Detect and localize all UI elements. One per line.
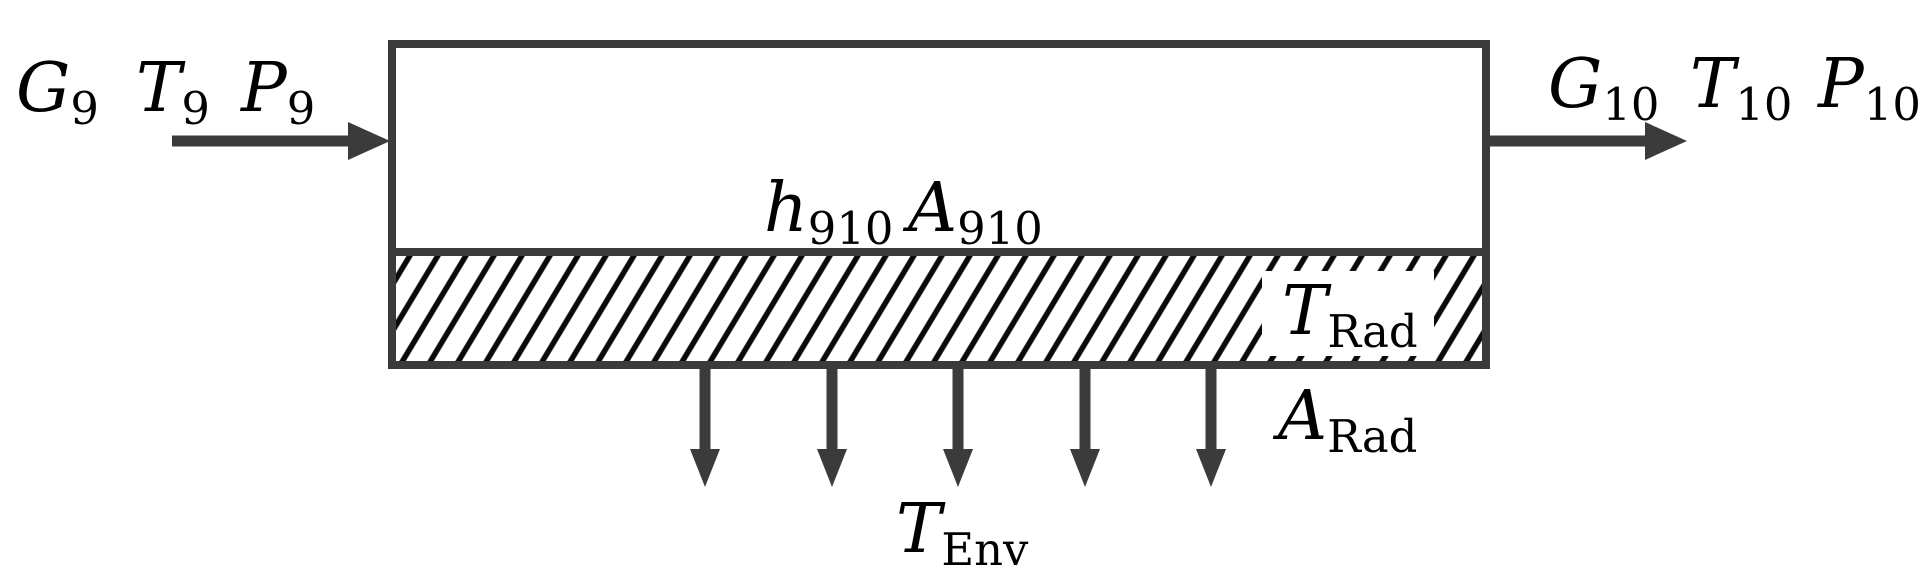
inlet-pressure-subscript: 9 (286, 82, 316, 136)
radiator-temperature-symbol: T (1282, 272, 1328, 351)
heat-transfer-area-symbol: A (908, 169, 958, 248)
outlet-temperature-symbol: T (1690, 45, 1736, 124)
radiator-area-symbol: A (1278, 377, 1328, 456)
inlet-temperature-label: T9 (136, 55, 210, 132)
inlet-mass-flow-label: G9 (16, 55, 99, 132)
heat-rejection-arrow-icon-1 (690, 367, 720, 487)
inlet-temperature-subscript: 9 (181, 82, 210, 136)
outlet-pressure-subscript: 10 (1863, 78, 1921, 132)
outlet-pressure-symbol: P (1818, 45, 1864, 124)
inlet-pressure-label: P9 (241, 55, 315, 132)
outlet-mass-flow-symbol: G (1548, 45, 1603, 124)
outlet-mass-flow-label: G10 (1548, 51, 1659, 128)
outlet-mass-flow-subscript: 10 (1602, 78, 1660, 132)
heat-rejection-arrow-icon-5 (1196, 367, 1226, 487)
heat-rejection-arrow-icon-2 (817, 367, 847, 487)
inlet-mass-flow-subscript: 9 (70, 82, 99, 136)
heat-rejection-arrow-icon-3 (943, 367, 973, 487)
inlet-flow-arrow-icon (172, 122, 390, 160)
heat-transfer-area-subscript: 910 (957, 202, 1043, 256)
outlet-flow-arrow-icon (1490, 122, 1687, 160)
radiator-temperature-subscript: Rad (1327, 305, 1418, 359)
environment-temperature-symbol: T (896, 490, 942, 569)
heat-transfer-coefficient-symbol: h (764, 169, 808, 248)
heat-transfer-coefficient-subscript: 910 (807, 202, 894, 256)
environment-temperature-label: TEnv (896, 496, 1028, 573)
heat-transfer-coefficient-label: h910 (764, 175, 893, 252)
inlet-mass-flow-symbol: G (16, 49, 71, 128)
flow-channel-border (388, 40, 1490, 369)
outlet-temperature-label: T10 (1690, 51, 1792, 128)
inlet-temperature-symbol: T (136, 49, 182, 128)
radiator-area-subscript: Rad (1327, 410, 1418, 464)
outlet-temperature-subscript: 10 (1735, 78, 1793, 132)
outlet-pressure-label: P10 (1818, 51, 1921, 128)
radiator-temperature-label: TRad (1262, 271, 1434, 356)
environment-temperature-subscript: Env (941, 523, 1029, 577)
heat-transfer-area-label: A910 (908, 175, 1043, 252)
radiator-area-label: ARad (1278, 383, 1417, 460)
inlet-pressure-symbol: P (241, 49, 287, 128)
heat-rejection-arrow-icon-4 (1070, 367, 1100, 487)
